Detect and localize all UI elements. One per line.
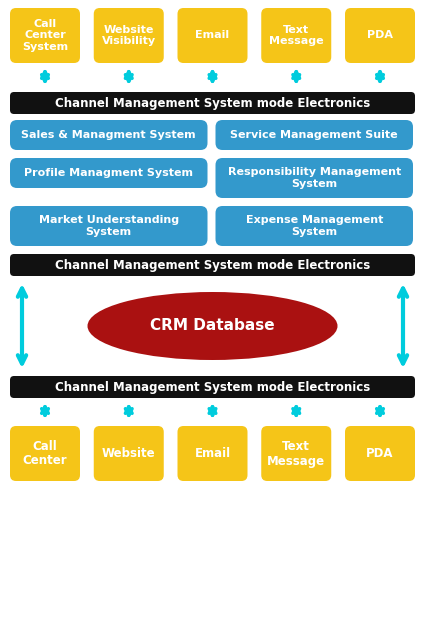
Text: CRM Database: CRM Database [150, 318, 275, 333]
Text: Email: Email [194, 447, 230, 460]
FancyBboxPatch shape [10, 376, 415, 398]
FancyBboxPatch shape [215, 120, 413, 150]
FancyBboxPatch shape [215, 158, 413, 198]
FancyBboxPatch shape [178, 426, 247, 481]
Text: Profile Managment System: Profile Managment System [24, 168, 193, 178]
Text: Service Management Suite: Service Management Suite [230, 130, 398, 140]
Text: Call
Center
System: Call Center System [22, 19, 68, 52]
FancyBboxPatch shape [94, 8, 164, 63]
Text: Website: Website [102, 447, 156, 460]
FancyBboxPatch shape [10, 158, 207, 188]
FancyBboxPatch shape [10, 426, 80, 481]
Text: Sales & Managment System: Sales & Managment System [21, 130, 196, 140]
FancyBboxPatch shape [10, 206, 207, 246]
Text: Website
Visibility: Website Visibility [102, 25, 156, 46]
FancyBboxPatch shape [10, 254, 415, 276]
Text: Call
Center: Call Center [23, 439, 67, 467]
FancyBboxPatch shape [10, 8, 80, 63]
Text: Text
Message: Text Message [269, 25, 323, 46]
FancyBboxPatch shape [215, 206, 413, 246]
Text: Channel Management System mode Electronics: Channel Management System mode Electroni… [55, 381, 370, 394]
Text: Responsibility Management
System: Responsibility Management System [228, 167, 401, 189]
Text: PDA: PDA [367, 31, 393, 41]
Text: Expense Management
System: Expense Management System [246, 215, 383, 236]
FancyBboxPatch shape [10, 120, 207, 150]
FancyBboxPatch shape [178, 8, 247, 63]
FancyBboxPatch shape [94, 426, 164, 481]
FancyBboxPatch shape [345, 426, 415, 481]
Text: Text
Message: Text Message [267, 439, 325, 467]
FancyBboxPatch shape [261, 426, 331, 481]
Text: Email: Email [196, 31, 230, 41]
Ellipse shape [88, 292, 337, 360]
FancyBboxPatch shape [10, 92, 415, 114]
Text: Channel Management System mode Electronics: Channel Management System mode Electroni… [55, 97, 370, 109]
Text: Market Understanding
System: Market Understanding System [39, 215, 179, 236]
FancyBboxPatch shape [345, 8, 415, 63]
FancyBboxPatch shape [261, 8, 331, 63]
Text: PDA: PDA [366, 447, 394, 460]
Text: Channel Management System mode Electronics: Channel Management System mode Electroni… [55, 258, 370, 271]
